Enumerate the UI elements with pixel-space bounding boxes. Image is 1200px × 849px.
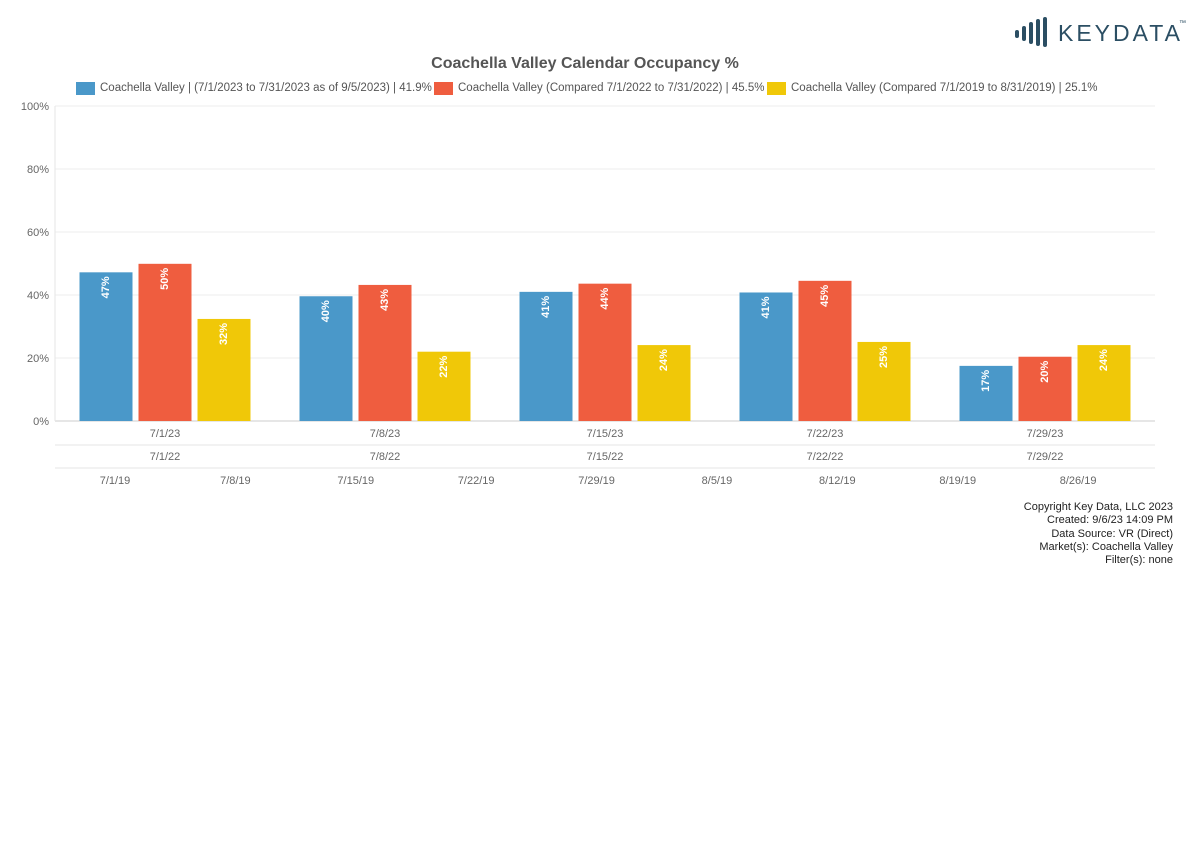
secondary-x-tick-label: 7/29/22 (1027, 451, 1064, 463)
bar-data-label: 24% (658, 349, 670, 371)
bar-data-label: 32% (218, 323, 230, 345)
x-tick-label: 7/1/23 (150, 428, 181, 440)
footer-markets: Market(s): Coachella Valley (1039, 540, 1173, 553)
x-tick-label: 7/29/23 (1027, 428, 1064, 440)
bar-data-label: 40% (320, 300, 332, 322)
y-tick-label: 100% (21, 101, 49, 113)
report-footer: Copyright Key Data, LLC 2023 Created: 9/… (1024, 501, 1173, 567)
bar (197, 318, 251, 421)
legend-swatch-2022 (434, 82, 453, 95)
tertiary-x-tick-label: 8/19/19 (939, 475, 976, 487)
bar-data-label: 24% (1098, 349, 1110, 371)
tertiary-x-tick-label: 8/12/19 (819, 475, 856, 487)
bar (299, 296, 353, 421)
secondary-x-tick-label: 7/8/22 (370, 451, 401, 463)
bar-data-label: 50% (159, 268, 171, 290)
footer-filters: Filter(s): none (1105, 554, 1173, 567)
tertiary-x-tick-label: 7/15/19 (337, 475, 374, 487)
legend-swatch-2023 (76, 82, 95, 95)
footer-copyright: Copyright Key Data, LLC 2023 (1023, 501, 1173, 513)
bar (358, 284, 412, 421)
bar-data-label: 22% (438, 355, 450, 377)
bar-data-label: 17% (980, 370, 992, 392)
bar-data-label: 25% (878, 346, 890, 368)
bar (138, 263, 192, 421)
tertiary-x-tick-label: 7/8/19 (220, 475, 251, 487)
tertiary-x-tick-label: 7/1/19 (100, 475, 131, 487)
bar (959, 365, 1013, 421)
bar-data-label: 41% (540, 296, 552, 318)
bar-data-label: 45% (819, 285, 831, 307)
y-tick-label: 0% (33, 416, 49, 428)
bar-data-label: 43% (379, 289, 391, 311)
bar (637, 345, 691, 421)
y-tick-label: 80% (27, 164, 49, 176)
footer-created: Created: 9/6/23 14:09 PM (1047, 514, 1173, 527)
tertiary-x-tick-label: 8/26/19 (1060, 475, 1097, 487)
secondary-x-tick-label: 7/1/22 (150, 451, 181, 463)
tertiary-x-tick-label: 7/22/19 (458, 475, 495, 487)
y-tick-label: 20% (27, 353, 49, 365)
bar (1077, 345, 1131, 421)
bar (798, 280, 852, 421)
occupancy-bar-chart: 0% 20% 40% 60% 80% 100% 47% 40% 41% 41% 17% 50% 43% 4… (21, 101, 1155, 487)
bar-data-label: 47% (100, 276, 112, 298)
keydata-logo: KEYDATA ™ (1014, 14, 1189, 50)
x-tick-label: 7/8/23 (370, 428, 401, 440)
bar (79, 272, 133, 421)
chart-title: Coachella Valley Calendar Occupancy % (431, 55, 739, 72)
legend-label-2019: Coachella Valley (Compared 7/1/2019 to 8… (791, 82, 1098, 94)
bar-data-label: 41% (760, 296, 772, 318)
x-tick-label: 7/15/23 (587, 428, 624, 440)
tertiary-x-tick-label: 8/5/19 (702, 475, 733, 487)
bar-data-label: 44% (599, 287, 611, 309)
secondary-x-tick-label: 7/22/22 (807, 451, 844, 463)
legend-swatch-2019 (767, 82, 786, 95)
footer-data-source: Data Source: VR (Direct) (1051, 527, 1173, 540)
bar (739, 292, 793, 421)
y-tick-label: 40% (27, 290, 49, 302)
y-tick-label: 60% (27, 227, 49, 239)
tertiary-x-tick-label: 7/29/19 (578, 475, 615, 487)
bar (1018, 356, 1072, 421)
bar (417, 351, 471, 421)
logo-trademark: ™ (1179, 20, 1186, 27)
x-tick-label: 7/22/23 (807, 428, 844, 440)
legend-label-2023: Coachella Valley | (7/1/2023 to 7/31/202… (100, 82, 432, 94)
secondary-x-tick-label: 7/15/22 (587, 451, 624, 463)
logo-bars-icon (1015, 17, 1047, 47)
bar-data-label: 20% (1039, 361, 1051, 383)
bar (519, 291, 573, 421)
legend-label-2022: Coachella Valley (Compared 7/1/2022 to 7… (458, 82, 765, 94)
bar (857, 341, 911, 421)
logo-text: KEYDATA (1058, 20, 1183, 46)
bar (578, 283, 632, 421)
